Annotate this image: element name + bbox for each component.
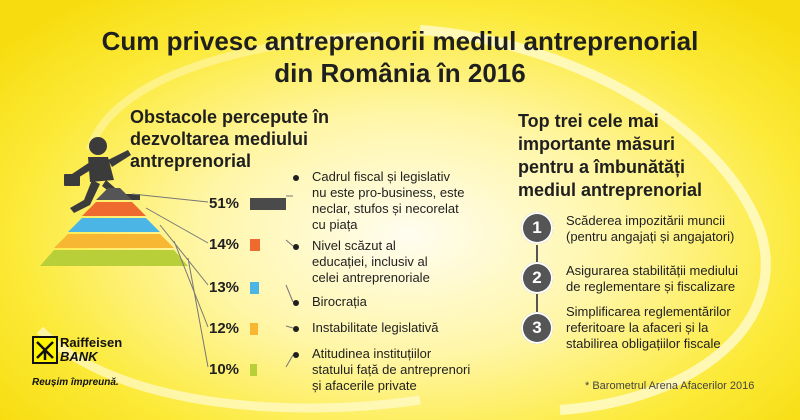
obstacle-bar-1 (250, 198, 286, 210)
footnote: * Barometrul Arena Afacerilor 2016 (585, 380, 755, 392)
measure-number-3: 3 (521, 312, 553, 344)
bullet-dot (293, 175, 299, 181)
businessman-running-icon (64, 137, 140, 213)
measure-number-2: 2 (521, 262, 553, 294)
obstacle-text-4: Instabilitate legislativă (312, 320, 439, 335)
page-title: Cum privesc antreprenorii mediul antrepr… (101, 26, 699, 56)
obstacle-percent-5: 10% (209, 361, 240, 378)
page-title-line2: din România în 2016 (274, 58, 526, 88)
bullet-dot (293, 352, 299, 358)
obstacle-bar-2 (250, 239, 260, 251)
obstacle-percent-4: 12% (209, 320, 240, 337)
obstacle-bar-3 (250, 282, 259, 294)
bullet-dot (293, 300, 299, 306)
obstacle-percent-1: 51% (209, 195, 240, 212)
measure-text-3: Simplificarea reglementărilor referitoar… (566, 304, 731, 351)
obstacle-bar-4 (250, 323, 258, 335)
obstacle-percent-2: 14% (209, 236, 240, 253)
obstacle-text-1: Cadrul fiscal și legislativ nu este pro-… (312, 169, 465, 232)
obstacle-text-3: Birocrația (312, 294, 367, 309)
measure-text-1: Scăderea impozitării muncii (pentru anga… (566, 213, 735, 244)
bullet-dot (293, 244, 299, 250)
connector-lines (131, 193, 294, 368)
pyramid-icon (40, 188, 188, 266)
obstacle-bar-5 (250, 364, 257, 376)
obstacle-text-5: Atitudinea instituțiilor statului față d… (312, 346, 471, 393)
obstacles-heading: Obstacole percepute în dezvoltarea mediu… (130, 107, 330, 171)
bullet-dot (293, 326, 299, 332)
obstacle-text-2: Nivel scăzut al educației, inclusiv al c… (312, 238, 430, 285)
raiffeisen-logo-icon (32, 336, 58, 364)
obstacle-percent-3: 13% (209, 279, 240, 296)
measure-text-2: Asigurarea stabilității mediului de regl… (566, 263, 738, 294)
measure-number-1: 1 (521, 212, 553, 244)
measures-heading: Top trei cele mai importante măsuri pent… (518, 111, 703, 200)
logo-tagline: Reușim împreună. (32, 377, 119, 388)
logo-text: Raiffeisen BANK (60, 335, 123, 364)
